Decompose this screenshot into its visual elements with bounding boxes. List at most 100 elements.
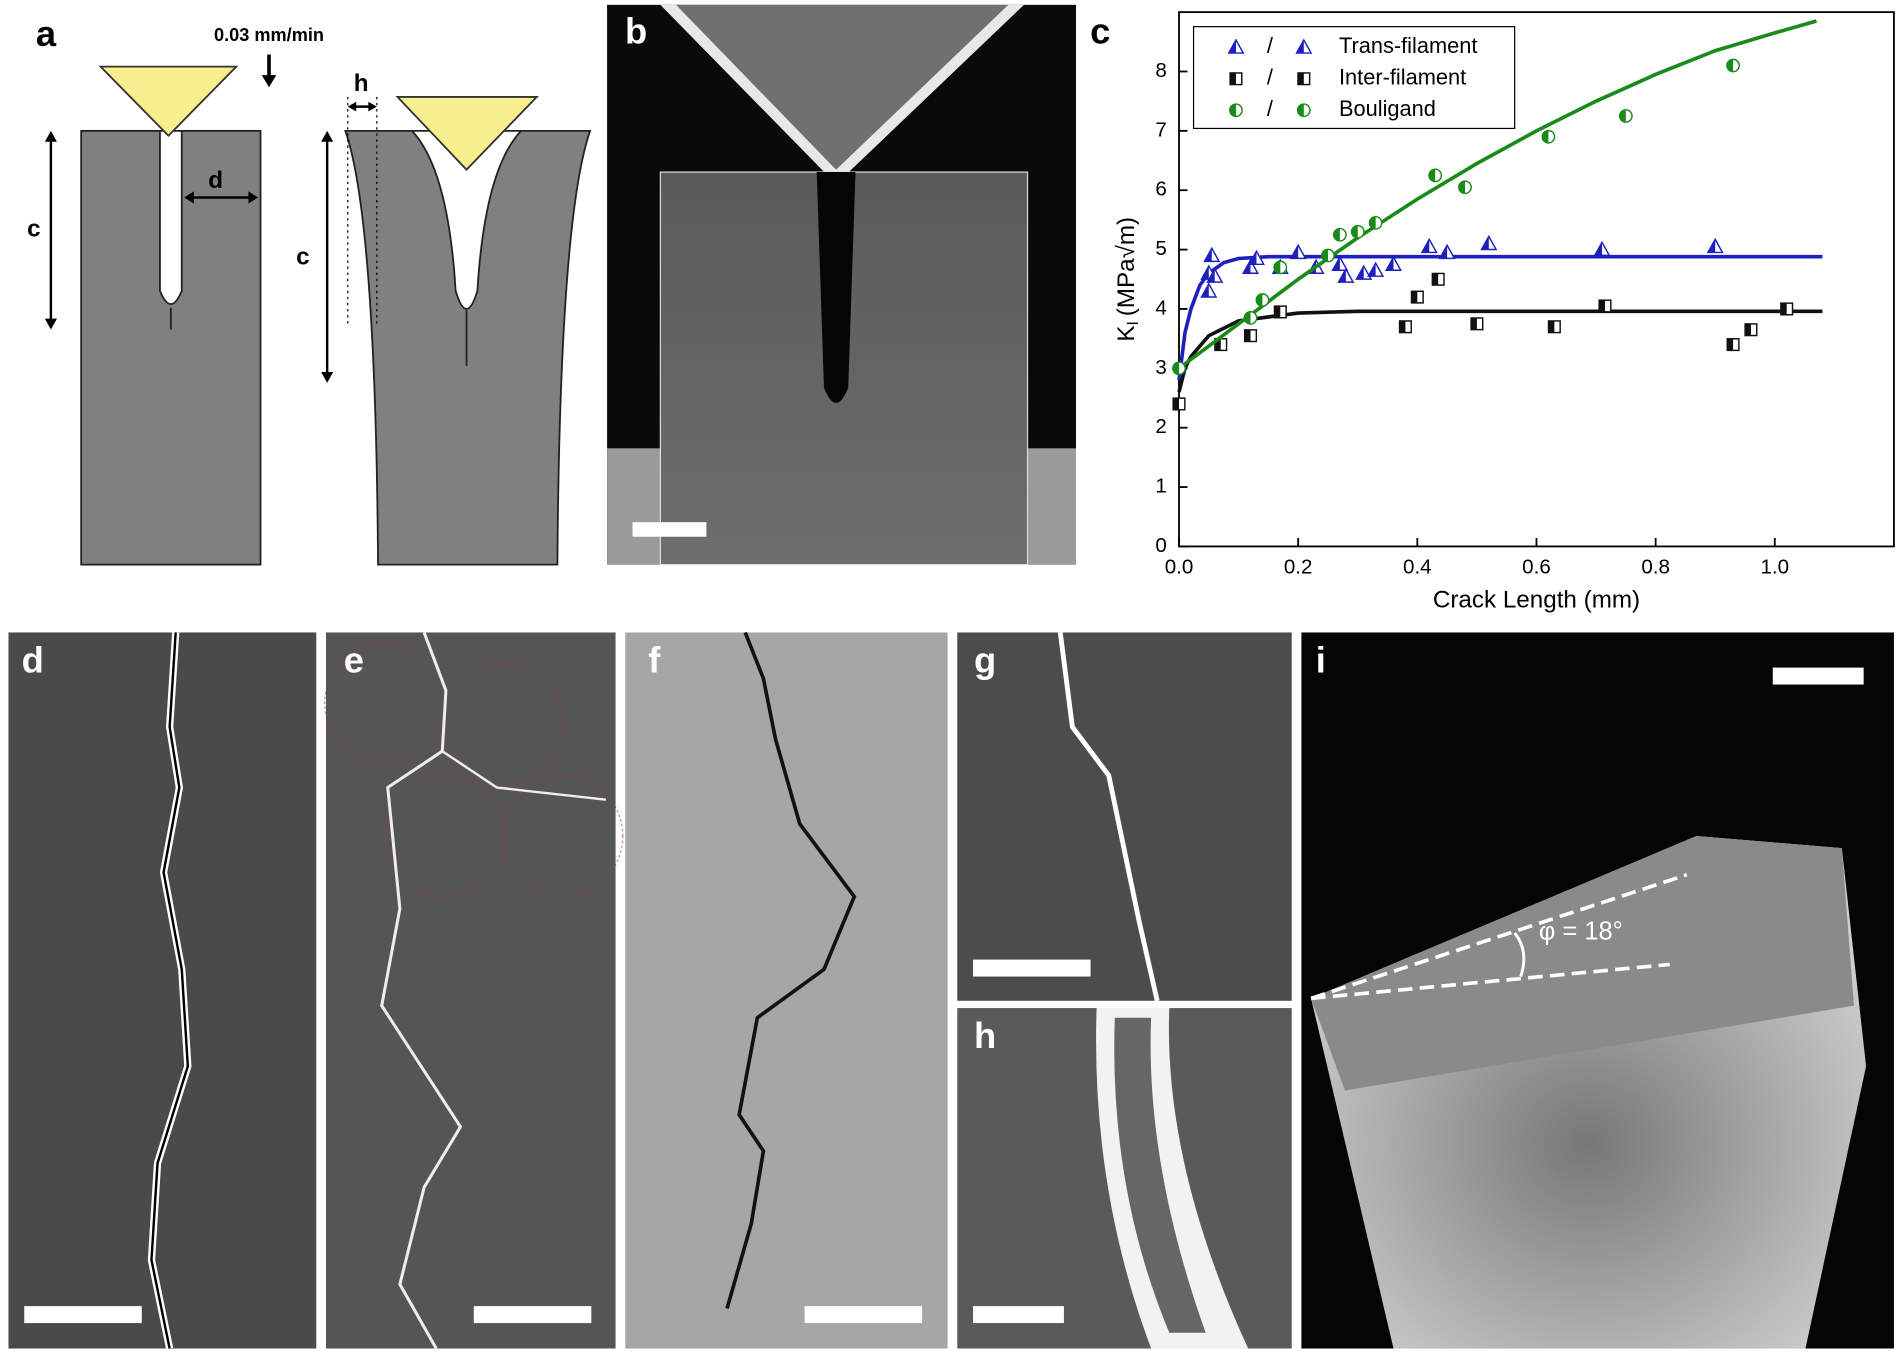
marker-fill [1321,249,1328,262]
marker-fill [1229,104,1236,117]
marker-fill [1173,398,1180,410]
marker-fill [1599,300,1605,312]
marker-fill [1351,225,1358,238]
panel-label: e [344,639,364,680]
marker [1289,243,1307,260]
marker [1229,72,1243,86]
marker-fill [1726,59,1734,72]
legend-separator: / [1267,33,1274,58]
marker [1206,267,1224,283]
y-tick-label: 4 [1155,296,1166,319]
sem-b [607,4,1077,566]
y-tick-label: 2 [1155,415,1166,438]
panel-label: d [22,639,44,680]
marker [1470,317,1484,331]
panel-label: i [1316,639,1326,680]
sem-images: φ = 18° [8,631,1894,1350]
marker-fill [1333,228,1340,241]
marker-fill [1204,248,1212,262]
panel-label: b [625,11,647,52]
rate-label: 0.03 mm/min [214,25,324,45]
marker [1172,361,1186,376]
y-tick-label: 0 [1155,534,1166,557]
marker [1242,258,1260,274]
marker-fill [1172,362,1180,375]
marker-fill [1356,266,1364,280]
marker-fill [1214,338,1221,351]
marker [1172,397,1186,411]
marker [1480,234,1498,251]
marker-fill [1298,72,1304,85]
x-tick-label: 1.0 [1760,556,1789,579]
marker [1384,255,1403,271]
marker-fill [1290,245,1299,259]
marker [1428,168,1443,183]
marker [1438,243,1456,260]
marker [1618,109,1633,123]
marker [1203,246,1221,263]
marker [1431,272,1445,286]
marker [1227,38,1245,54]
marker [1368,215,1383,230]
marker [1726,58,1740,73]
marker-fill [1471,317,1477,330]
marker [1744,323,1758,337]
marker [1297,72,1311,86]
marker-fill [1707,239,1716,253]
schematic-a: 0.03 mm/min d c h c [27,25,592,566]
marker-fill [1243,260,1251,274]
y-tick-label: 8 [1155,59,1166,82]
marker-fill [1411,291,1418,303]
marker [1420,237,1438,254]
marker-fill [1432,273,1439,286]
x-tick-label: 0.6 [1522,556,1551,579]
panel-label: h [974,1015,996,1056]
c-label: c [27,216,40,243]
marker [1295,38,1313,54]
marker [1706,237,1724,254]
marker [1331,255,1349,271]
marker-fill [1481,236,1489,250]
marker-fill [1201,283,1209,297]
y-tick-label: 6 [1155,178,1166,201]
marker-fill [1369,216,1376,230]
x-tick-label: 0.0 [1165,556,1194,579]
fit-line [1177,309,1823,393]
y-axis-label-part: K [1114,326,1141,342]
x-tick-label: 0.2 [1284,556,1313,579]
marker-fill [1244,311,1251,325]
y-axis-label: KI (MPa√m) [1114,217,1143,342]
y-tick-label: 3 [1155,356,1166,379]
y-axis-label-part: I [1125,321,1142,325]
marker [1410,290,1424,304]
marker-fill [1332,257,1340,271]
marker [1593,240,1611,257]
marker [1350,224,1365,239]
x-tick-label: 0.8 [1641,556,1670,579]
x-tick-label: 0.4 [1403,556,1432,579]
y-tick-label: 1 [1155,475,1166,498]
marker-fill [1458,181,1465,194]
panel-label: c [1090,11,1110,52]
marker [1229,103,1243,118]
marker-fill [1256,293,1263,307]
legend-label: Trans-filament [1339,33,1478,58]
marker-fill [1296,39,1304,54]
marker-fill [1297,104,1304,117]
marker-fill [1745,323,1751,336]
y-tick-label: 5 [1155,237,1166,260]
marker [1243,329,1258,343]
marker [1332,227,1347,242]
marker [1200,282,1218,298]
marker-fill [1386,257,1394,271]
marker-fill [1548,320,1555,333]
marker-fill [1429,169,1436,182]
marker-fill [1542,130,1549,143]
panel-label: f [648,639,661,680]
marker [1273,305,1287,319]
marker [1547,320,1561,334]
y-axis-label-part: (MPa√m) [1114,217,1141,316]
marker [1598,299,1612,313]
marker [1355,264,1373,280]
